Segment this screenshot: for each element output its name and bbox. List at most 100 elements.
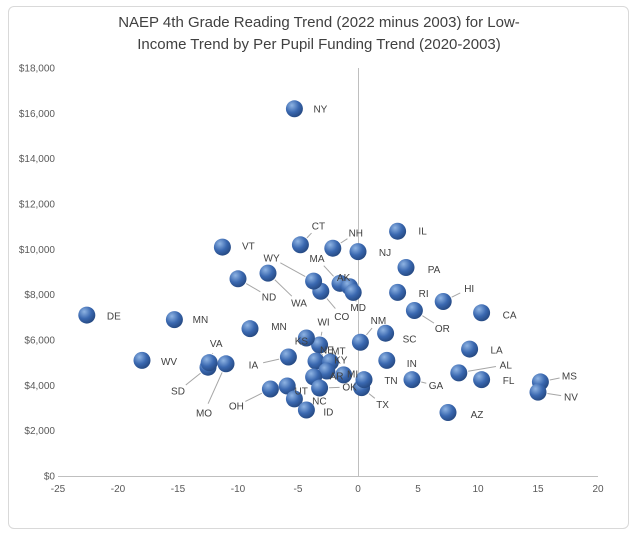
x-tick-label: 5 [415, 484, 421, 495]
data-label-ND: ND [262, 292, 276, 303]
data-label-CA: CA [503, 310, 517, 321]
data-label-NV: NV [564, 393, 578, 404]
data-point-MO[interactable] [217, 355, 235, 373]
data-point-LA[interactable] [461, 340, 479, 358]
data-point-MN[interactable] [165, 311, 183, 329]
data-label-IN: IN [407, 359, 417, 370]
data-label-MN: MN [271, 322, 287, 333]
leader-line-IA [263, 358, 280, 364]
data-point-ND[interactable] [229, 270, 247, 288]
data-point-AZ[interactable] [439, 404, 457, 422]
data-label-IL: IL [418, 227, 427, 238]
data-label-OR: OR [435, 324, 450, 335]
leader-line-CO [326, 298, 336, 309]
data-point-NM[interactable] [351, 333, 369, 351]
leader-line-ND [245, 283, 261, 293]
data-label-ID: ID [323, 408, 333, 419]
data-point-GA[interactable] [403, 371, 421, 389]
leader-line-MA [323, 265, 334, 277]
x-tick-label: 0 [355, 484, 361, 495]
data-point-CT[interactable] [291, 236, 309, 254]
data-label-MS: MS [562, 371, 577, 382]
data-point-OH[interactable] [261, 380, 279, 398]
leader-line-TX [368, 393, 376, 399]
data-label-PA: PA [428, 265, 441, 276]
data-point-WV[interactable] [133, 351, 151, 369]
chart-frame [8, 6, 629, 529]
data-point-VA[interactable] [200, 354, 218, 372]
data-label-NM: NM [371, 316, 387, 327]
data-label-WI: WI [317, 317, 329, 328]
data-label-TX: TX [376, 400, 389, 411]
data-point-HI[interactable] [434, 292, 452, 310]
data-point-SC[interactable] [377, 324, 395, 342]
data-point-IN[interactable] [378, 351, 396, 369]
x-tick-label: -10 [231, 484, 246, 495]
data-label-OK: OK [342, 383, 357, 394]
data-label-MA: MA [310, 254, 325, 265]
data-point-KY[interactable] [318, 362, 336, 380]
data-point-PA[interactable] [397, 258, 415, 276]
data-label-MD: MD [350, 303, 366, 314]
leader-line-WA [274, 279, 293, 297]
data-point-NC[interactable] [285, 390, 303, 408]
leader-line-OH [245, 392, 263, 402]
data-label-KS: KS [295, 336, 309, 347]
data-label-TN: TN [384, 376, 397, 387]
data-label-CO: CO [334, 312, 349, 323]
data-point-MN[interactable] [241, 320, 259, 338]
leader-line-MO [207, 372, 223, 404]
data-label-SC: SC [403, 335, 417, 346]
data-point-NE[interactable] [307, 352, 325, 370]
leader-line-SD [185, 372, 201, 386]
data-point-ID[interactable] [297, 401, 315, 419]
data-point-TN[interactable] [355, 371, 373, 389]
data-label-NC: NC [312, 396, 326, 407]
x-tick-label: 20 [592, 484, 604, 495]
data-point-NJ[interactable] [349, 243, 367, 261]
data-label-AZ: AZ [471, 410, 484, 421]
y-tick-label: $6,000 [24, 336, 55, 347]
data-label-CT: CT [312, 221, 325, 232]
data-point-MD[interactable] [344, 283, 362, 301]
x-tick-label: -25 [51, 484, 66, 495]
data-point-UT[interactable] [278, 377, 296, 395]
data-point-CA[interactable] [473, 304, 491, 322]
y-tick-label: $12,000 [19, 200, 56, 211]
data-label-AL: AL [500, 360, 513, 371]
chart-title: NAEP 4th Grade Reading Trend (2022 minus… [0, 12, 638, 56]
data-label-IA: IA [249, 361, 259, 372]
x-tick-label: -15 [171, 484, 186, 495]
data-point-AL[interactable] [450, 364, 468, 382]
data-label-RI: RI [419, 289, 429, 300]
data-point-NV[interactable] [529, 383, 547, 401]
data-point-WY[interactable] [305, 272, 323, 290]
data-point-OR[interactable] [405, 302, 423, 320]
y-tick-label: $0 [44, 472, 56, 483]
data-point-RI[interactable] [389, 283, 407, 301]
data-label-VT: VT [242, 242, 255, 253]
data-point-WA[interactable] [259, 264, 277, 282]
data-point-NY[interactable] [285, 100, 303, 118]
data-point-NH[interactable] [324, 239, 342, 257]
data-label-UT: UT [295, 387, 308, 398]
data-label-WA: WA [291, 299, 307, 310]
data-point-VT[interactable] [213, 238, 231, 256]
data-point-DE[interactable] [78, 306, 96, 324]
data-point-IA[interactable] [279, 348, 297, 366]
data-point-MI[interactable] [335, 366, 353, 384]
leader-line-CT [306, 232, 312, 239]
data-point-FL[interactable] [473, 371, 491, 389]
data-point-KS[interactable] [297, 329, 315, 347]
data-point-WI[interactable] [311, 336, 329, 354]
leader-line-NM [366, 327, 373, 336]
data-point-OK[interactable] [311, 379, 329, 397]
data-point-IL[interactable] [389, 222, 407, 240]
y-tick-label: $4,000 [24, 381, 55, 392]
data-label-OH: OH [229, 401, 244, 412]
leader-line-WI [320, 331, 323, 336]
y-tick-label: $8,000 [24, 290, 55, 301]
data-label-FL: FL [503, 376, 515, 387]
